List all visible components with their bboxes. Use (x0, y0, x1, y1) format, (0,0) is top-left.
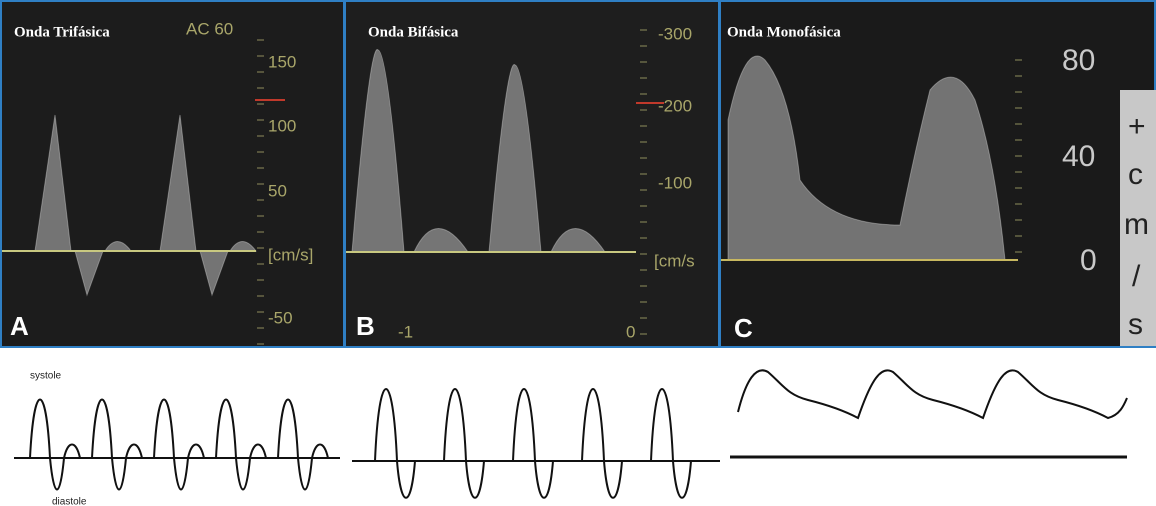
spectral-wave (550, 228, 606, 253)
time-label: -1 (398, 322, 413, 341)
biphasic-sketch (352, 388, 720, 499)
unit-letter: + (1128, 110, 1146, 143)
time-label: 0 (626, 322, 635, 341)
unit-letter: / (1132, 260, 1141, 293)
spectral-wave (488, 64, 542, 253)
scale-label: 100 (268, 116, 296, 135)
spectral-wave (351, 49, 405, 253)
unit-letter: c (1128, 158, 1143, 191)
unit-bar (1120, 90, 1156, 346)
scale-label: -200 (658, 96, 692, 115)
scale-label: [cm/s (654, 251, 695, 270)
panel-title: Onda Bifásica (368, 24, 459, 40)
spectral-wave (413, 228, 469, 253)
unit-letter: s (1128, 308, 1143, 341)
scale-label: 150 (268, 52, 296, 71)
setting: AC 60 (186, 19, 233, 38)
scale-label: -300 (658, 24, 692, 43)
panel-label: C (734, 313, 753, 343)
panel-title: Onda Trifásica (14, 24, 110, 40)
spectral-wave (727, 55, 1006, 261)
panel-title: Onda Monofásica (727, 24, 841, 40)
scale-label: 50 (268, 181, 287, 200)
scale-label: 40 (1062, 140, 1095, 173)
systole-label: systole (30, 371, 62, 382)
panel-label: B (356, 311, 375, 341)
scale-label: 0 (1080, 244, 1097, 277)
diastole-label: diastole (52, 497, 87, 506)
scale-label: [cm/s] (268, 245, 313, 264)
unit-letter: m (1124, 208, 1149, 241)
panel-label: A (10, 311, 29, 341)
scale-label: -50 (268, 308, 293, 327)
scale-label: -100 (658, 173, 692, 192)
triphasic-sketch (14, 398, 340, 491)
monophasic-sketch (737, 369, 1128, 420)
scale-label: 80 (1062, 44, 1095, 77)
